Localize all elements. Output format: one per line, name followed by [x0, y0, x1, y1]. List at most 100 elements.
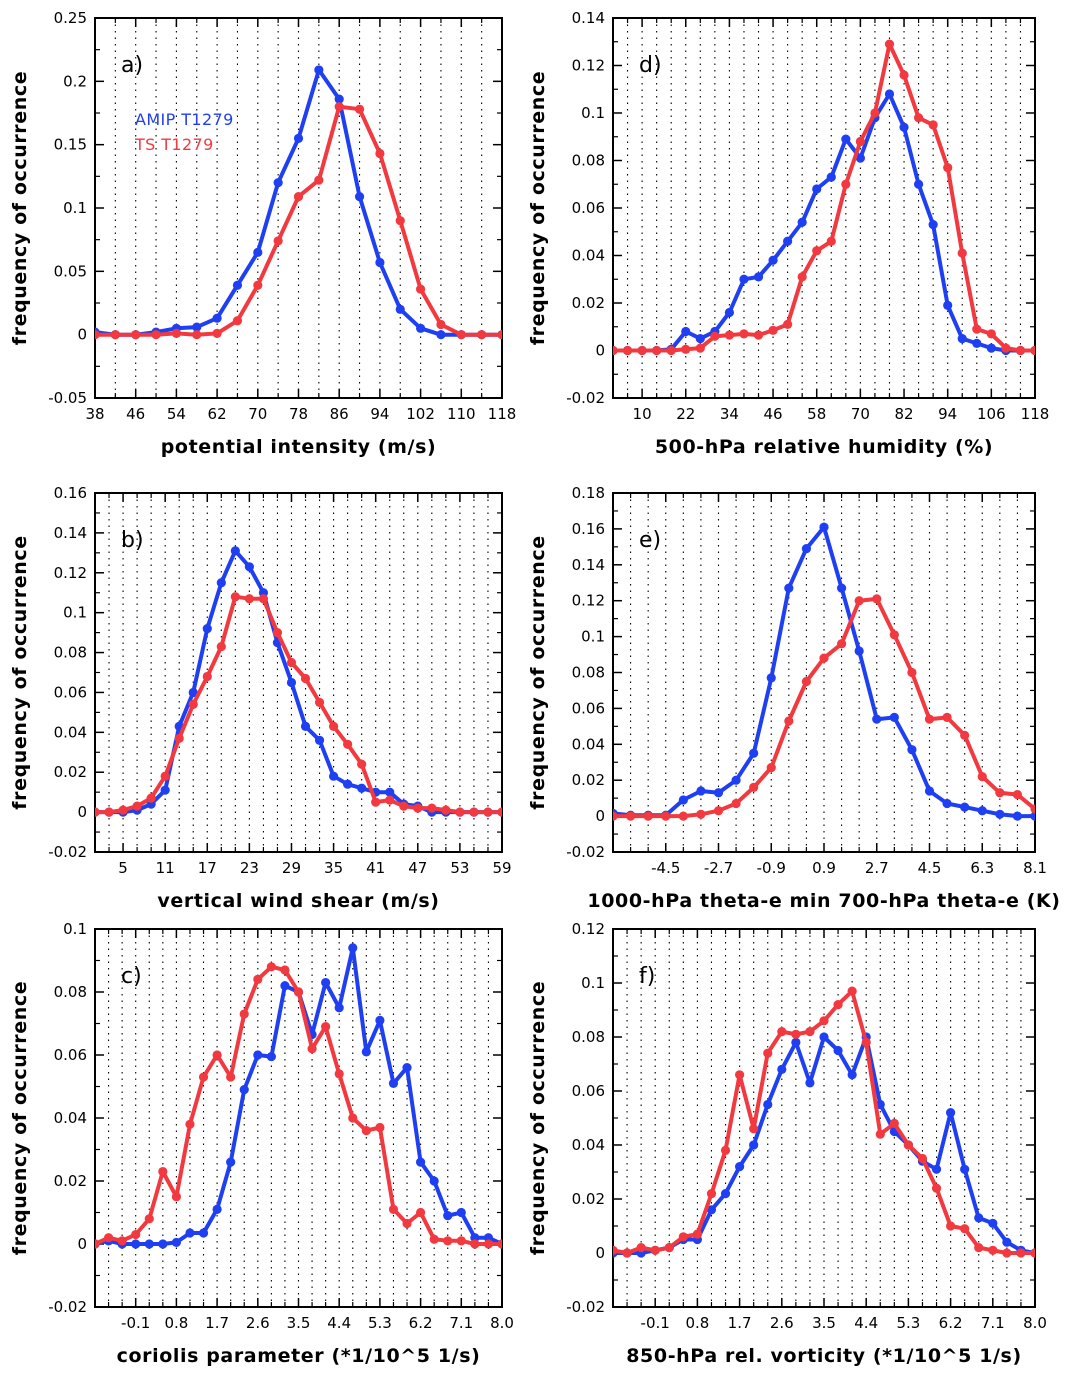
- x-tick-label: 2.6: [770, 1314, 794, 1332]
- x-tick-label: 22: [676, 405, 695, 423]
- ts-data-point: [661, 811, 671, 821]
- y-tick-label: 0: [595, 1244, 605, 1262]
- ts-data-point: [977, 772, 987, 782]
- y-tick-label: 0.15: [54, 136, 87, 154]
- ts-series-line: [613, 42, 1035, 353]
- amip-data-point: [375, 1015, 385, 1025]
- ts-data-point: [847, 986, 857, 996]
- y-axis-label: frequency of occurrence: [527, 535, 549, 809]
- amip-data-point: [749, 1140, 759, 1150]
- x-tick-label: 6.3: [970, 859, 994, 877]
- y-tick-label: 0: [595, 342, 605, 360]
- amip-data-point: [253, 1050, 263, 1060]
- ts-data-point: [875, 1129, 885, 1139]
- y-tick-label: 0.1: [63, 920, 87, 938]
- x-tick-label: 53: [450, 859, 469, 877]
- panel-letter: b): [121, 528, 144, 553]
- ts-data-point: [95, 807, 100, 817]
- x-tick-label: 78: [289, 405, 308, 423]
- amip-data-point: [977, 806, 987, 816]
- ts-data-point: [652, 345, 662, 356]
- ts-data-point: [801, 676, 812, 687]
- amip-data-point: [988, 1218, 998, 1228]
- x-tick-label: -0.1: [641, 1314, 670, 1332]
- y-tick-label: 0.14: [54, 524, 87, 542]
- ts-data-point: [212, 1050, 222, 1060]
- ts-data-point: [995, 788, 1005, 798]
- amip-data-point: [429, 1176, 439, 1186]
- amip-data-point: [144, 1239, 154, 1249]
- ts-data-point: [314, 175, 324, 185]
- ts-data-point: [118, 805, 128, 815]
- y-tick-label: 0.02: [572, 294, 605, 312]
- ts-data-point: [103, 1233, 114, 1243]
- amip-data-point: [872, 714, 882, 724]
- y-tick-label: 0.12: [572, 920, 605, 938]
- y-tick-label: 0: [77, 803, 87, 821]
- amip-data-point: [416, 1157, 426, 1167]
- x-tick-label: 4.4: [854, 1314, 878, 1332]
- series-group: [613, 39, 1035, 356]
- ts-data-point: [497, 1239, 502, 1249]
- amip-data-point: [942, 798, 952, 809]
- ts-data-point: [151, 330, 161, 340]
- ts-data-point: [258, 594, 269, 604]
- ts-data-point: [497, 330, 502, 340]
- ts-data-point: [131, 1229, 141, 1240]
- amip-data-point: [334, 1003, 344, 1013]
- series-group: [95, 943, 502, 1249]
- ts-data-point: [321, 1022, 331, 1032]
- amip-data-point: [913, 179, 924, 189]
- ts-data-point: [666, 345, 676, 356]
- ts-data-point: [870, 108, 880, 118]
- y-tick-label: 0.06: [572, 1082, 605, 1100]
- amip-data-point: [226, 1157, 236, 1167]
- ts-data-point: [706, 1189, 717, 1199]
- x-tick-label: 34: [720, 405, 739, 423]
- ts-data-point: [928, 120, 938, 130]
- x-tick-label: 46: [764, 405, 783, 423]
- ts-data-point: [942, 712, 952, 722]
- ts-data-point: [753, 330, 764, 340]
- ts-data-point: [957, 248, 967, 258]
- x-axis-label: coriolis parameter (*1/10^5 1/s): [117, 1345, 481, 1367]
- ts-data-point: [1015, 345, 1026, 356]
- amip-data-point: [960, 1164, 970, 1174]
- ts-data-point: [334, 1069, 344, 1079]
- amip-data-point: [300, 721, 311, 731]
- ts-data-point: [1016, 1248, 1026, 1258]
- x-tick-label: 5.3: [368, 1314, 392, 1332]
- ts-data-point: [766, 763, 776, 773]
- ts-data-point: [232, 316, 243, 326]
- amip-data-point: [763, 1099, 773, 1110]
- ts-data-point: [413, 803, 423, 813]
- y-tick-label: 0.04: [54, 723, 87, 741]
- x-axis-label: 1000-hPa theta-e min 700-hPa theta-e (K): [587, 890, 1060, 912]
- y-tick-label: -0.05: [48, 389, 87, 407]
- y-tick-label: 0.16: [54, 484, 87, 502]
- amip-data-point: [943, 300, 953, 310]
- amip-data-point: [343, 779, 353, 789]
- ts-data-point: [375, 1122, 385, 1133]
- y-tick-label: 0.1: [581, 974, 605, 992]
- panel-b: 5 11 17 23 29 35 41 47 53 59 -0.02 0 0.02 0.04 0.06 0.0…: [9, 484, 512, 912]
- ts-data-point: [385, 795, 395, 805]
- amip-data-point: [783, 236, 793, 246]
- amip-data-point: [841, 134, 851, 144]
- amip-data-point: [212, 313, 222, 323]
- ts-data-point: [841, 179, 851, 189]
- amip-data-point: [131, 1239, 141, 1249]
- ts-data-point: [188, 699, 198, 710]
- ts-data-point: [826, 236, 836, 246]
- y-tick-label: -0.02: [48, 843, 87, 861]
- x-tick-label: 106: [977, 405, 1006, 423]
- x-tick-label: -0.1: [121, 1314, 150, 1332]
- y-tick-label: -0.02: [566, 843, 605, 861]
- x-axis-label: 500-hPa relative humidity (%): [655, 436, 993, 458]
- ts-data-point: [696, 809, 706, 819]
- amip-data-point: [819, 1032, 829, 1042]
- x-tick-label: 118: [1021, 405, 1050, 423]
- amip-data-point: [960, 802, 970, 812]
- ts-data-point: [960, 730, 970, 740]
- amip-data-point: [483, 1233, 494, 1243]
